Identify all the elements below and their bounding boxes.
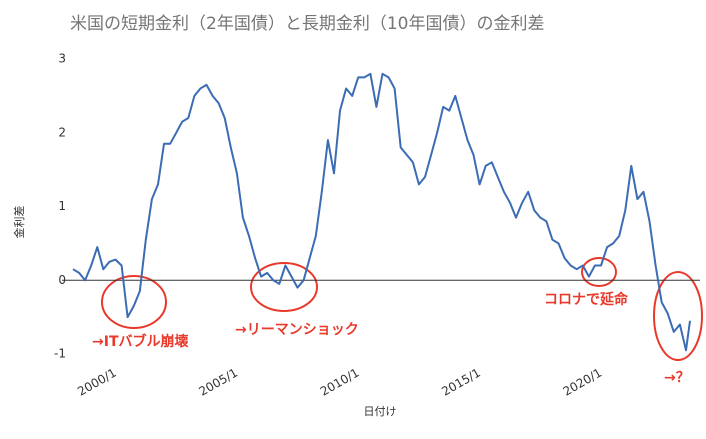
x-tick-label: 2005/1 — [197, 366, 241, 399]
chart-title: 米国の短期金利（2年国債）と長期金利（10年国債）の金利差 — [70, 14, 544, 34]
x-tick-label: 2015/1 — [439, 366, 483, 399]
y-tick-label: -1 — [54, 347, 66, 361]
annotation: コロナで延命 — [544, 291, 629, 308]
y-tick-label: 3 — [58, 52, 66, 66]
y-tick-label: 2 — [58, 125, 66, 139]
x-tick-label: 2010/1 — [318, 366, 362, 399]
data-line — [72, 72, 691, 352]
y-axis-label: 金利差 — [12, 206, 26, 239]
annotation: →リーマンショック — [235, 322, 359, 338]
highlight-circle — [101, 275, 167, 329]
annotation: →？ — [664, 370, 690, 386]
highlight-circle — [250, 262, 318, 312]
y-tick-label: 1 — [58, 199, 66, 213]
highlight-circle — [653, 271, 703, 361]
x-tick-label: 2020/1 — [561, 366, 605, 399]
x-axis-label: 日付け — [364, 405, 397, 418]
x-tick-label: 2000/1 — [75, 366, 119, 399]
highlight-circle — [581, 257, 617, 287]
annotation: →ITバブル崩壊 — [92, 333, 189, 350]
